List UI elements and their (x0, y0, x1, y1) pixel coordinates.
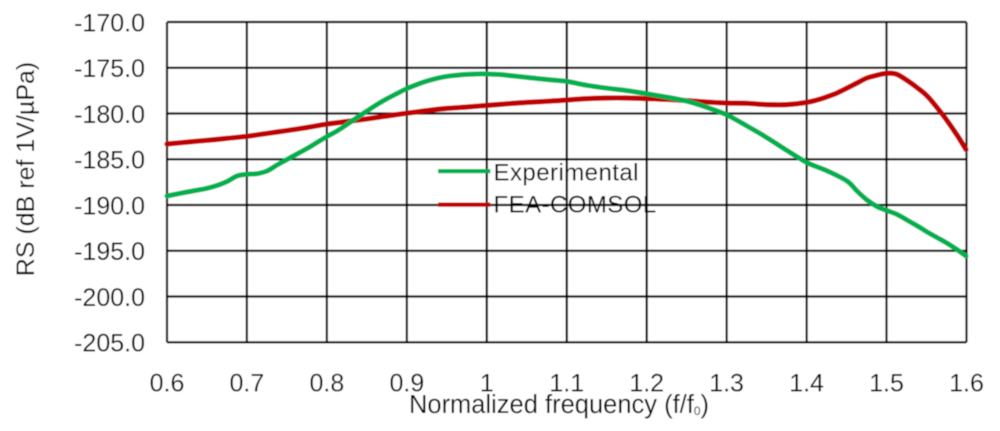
svg-text:0.9: 0.9 (390, 369, 425, 397)
svg-text:-205.0: -205.0 (74, 330, 145, 358)
svg-text:1.3: 1.3 (709, 369, 744, 397)
svg-text:1: 1 (480, 369, 494, 397)
svg-text:1.2: 1.2 (629, 369, 664, 397)
svg-text:-175.0: -175.0 (74, 55, 145, 83)
svg-text:RS (dB ref 1V/µPa): RS (dB ref 1V/µPa) (12, 62, 40, 276)
svg-text:-190.0: -190.0 (74, 192, 145, 220)
svg-text:1.4: 1.4 (789, 369, 824, 397)
svg-text:0.8: 0.8 (310, 369, 345, 397)
svg-text:0.7: 0.7 (230, 369, 265, 397)
svg-text:1.6: 1.6 (949, 369, 984, 397)
svg-text:-185.0: -185.0 (74, 147, 145, 175)
svg-text:-195.0: -195.0 (74, 238, 145, 266)
svg-text:0.6: 0.6 (150, 369, 185, 397)
svg-text:1.5: 1.5 (869, 369, 904, 397)
svg-text:1.1: 1.1 (549, 369, 584, 397)
svg-text:FEA-COMSOL: FEA-COMSOL (494, 192, 657, 219)
svg-text:Experimental: Experimental (494, 159, 639, 186)
svg-text:-170.0: -170.0 (74, 9, 145, 37)
svg-text:-180.0: -180.0 (74, 101, 145, 129)
svg-text:-200.0: -200.0 (74, 284, 145, 312)
svg-text:Normalized frequency (f/f0): Normalized frequency (f/f0) (409, 391, 709, 419)
